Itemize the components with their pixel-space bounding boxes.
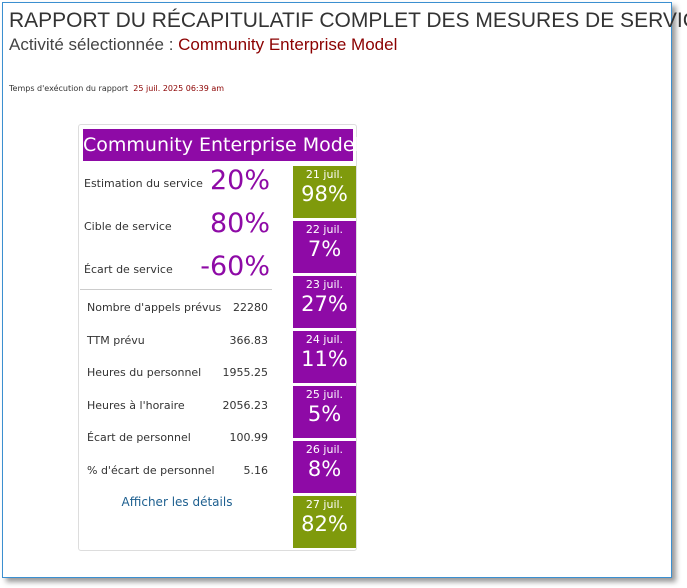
stat-value: 100.99: [229, 431, 269, 444]
activity-line: Activité sélectionnée : Community Enterp…: [9, 35, 397, 55]
separator: [80, 289, 272, 290]
day-tile: 23 juil. 27%: [293, 276, 356, 328]
day-value: 11%: [301, 347, 348, 371]
day-tile: 26 juil. 8%: [293, 441, 356, 493]
stat-label: Nombre d'appels prévus: [87, 301, 222, 314]
day-tile: 21 juil. 98%: [293, 166, 356, 218]
stat-label: TTM prévu: [87, 333, 145, 347]
day-date: 21 juil.: [305, 168, 344, 181]
details-link[interactable]: Afficher les détails: [121, 495, 233, 509]
day-date: 24 juil.: [305, 333, 344, 346]
day-date: 23 juil.: [305, 278, 344, 291]
metric-value: 80%: [209, 208, 270, 239]
run-time: 25 juil. 2025 06:39 am: [133, 84, 225, 93]
metric-label: Cible de service: [84, 220, 172, 233]
day-date: 26 juil.: [305, 443, 344, 456]
stat-value: 2056.23: [222, 398, 269, 412]
stat-value: 1955.25: [222, 366, 269, 379]
stat-label: Heures du personnel: [87, 366, 202, 379]
activity-name: Community Enterprise Model: [178, 35, 398, 54]
report-frame: RAPPORT DU RÉCAPITULATIF COMPLET DES MES…: [2, 2, 687, 578]
day-date: 22 juil.: [305, 223, 344, 236]
activity-label: Activité sélectionnée :: [9, 35, 174, 54]
day-value: 7%: [307, 237, 342, 261]
day-date: 25 juil.: [305, 388, 344, 401]
stat-value: 366.83: [229, 333, 269, 347]
report-title: RAPPORT DU RÉCAPITULATIF COMPLET DES MES…: [9, 9, 687, 32]
day-value: 8%: [307, 457, 342, 481]
day-value: 27%: [301, 292, 348, 316]
metric-label: Estimation du service: [84, 177, 203, 190]
stat-label: Écart de personnel: [87, 431, 191, 444]
metric-value: 20%: [209, 165, 270, 196]
day-tile: 25 juil. 5%: [293, 386, 356, 438]
day-date: 27 juil.: [305, 498, 344, 511]
run-time-line: Temps d'exécution du rapport 25 juil. 20…: [9, 84, 224, 93]
stat-value: 22280: [233, 301, 268, 314]
day-value: 82%: [301, 512, 348, 536]
run-time-label: Temps d'exécution du rapport: [9, 84, 129, 93]
day-tile: 24 juil. 11%: [293, 331, 356, 383]
day-value: 5%: [307, 402, 342, 426]
card-title: Community Enterprise Model: [83, 129, 360, 161]
day-tile: 22 juil. 7%: [293, 221, 356, 273]
metric-value: -60%: [200, 251, 270, 282]
stat-label: % d'écart de personnel: [87, 463, 215, 477]
stat-label: Heures à l'horaire: [87, 398, 185, 412]
metric-label: Écart de service: [84, 263, 173, 276]
stat-value: 5.16: [243, 463, 269, 477]
day-tile: 27 juil. 82%: [293, 496, 356, 548]
day-value: 98%: [301, 182, 348, 206]
summary-card: Community Enterprise Model Estimation du…: [78, 124, 360, 551]
